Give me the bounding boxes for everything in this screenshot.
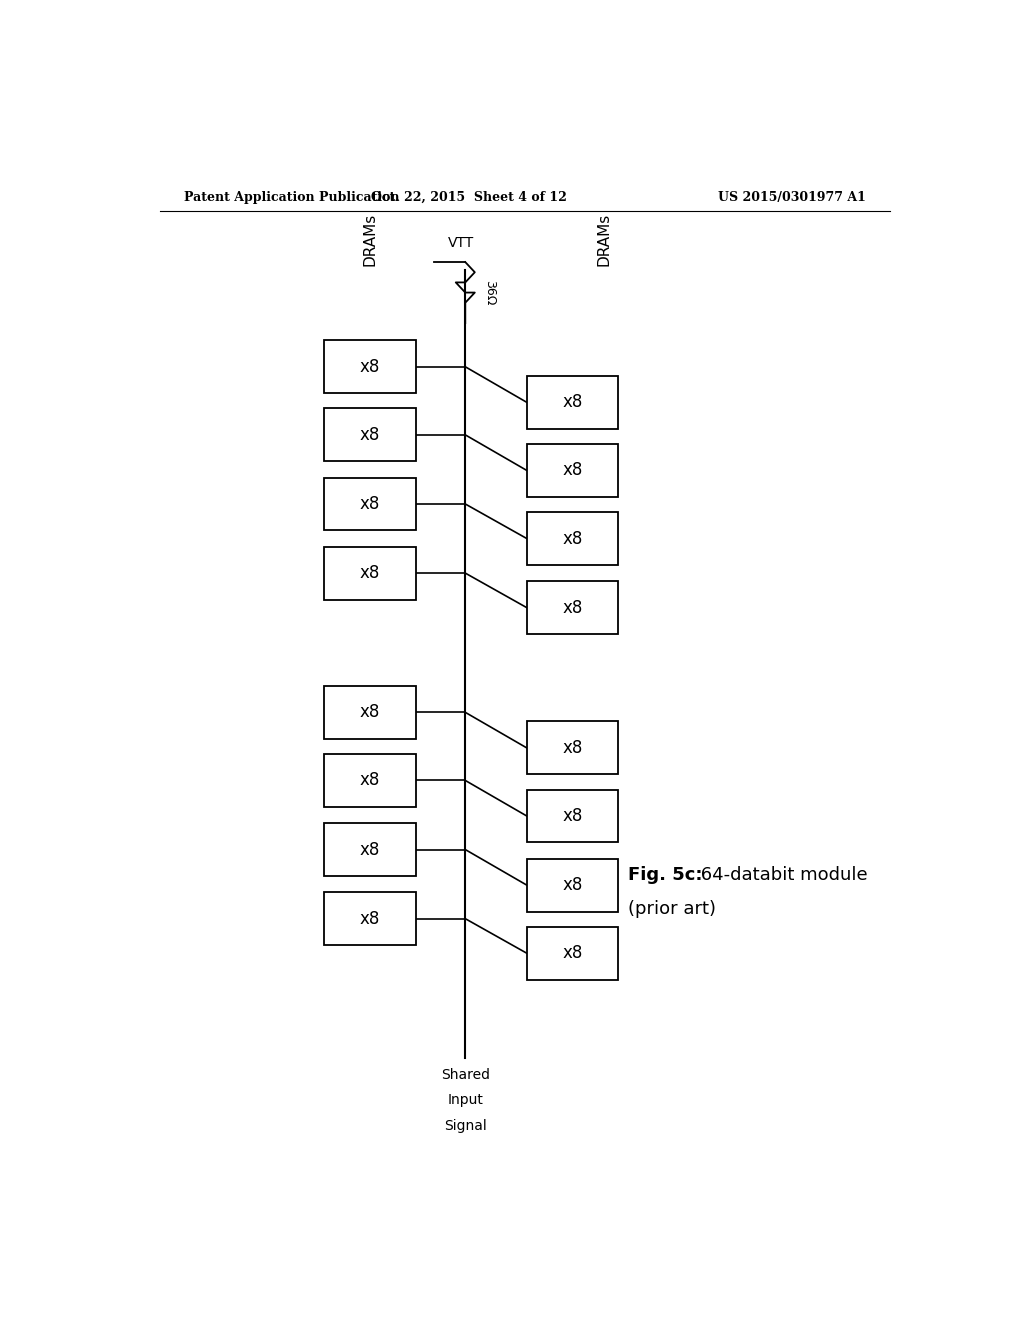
Text: DRAMs: DRAMs	[362, 213, 378, 267]
Bar	[526, 789, 618, 842]
Text: US 2015/0301977 A1: US 2015/0301977 A1	[718, 190, 866, 203]
Text: x8: x8	[359, 909, 380, 928]
Text: x8: x8	[359, 704, 380, 721]
Bar	[325, 341, 416, 393]
Bar	[526, 444, 618, 496]
Text: x8: x8	[359, 564, 380, 582]
Text: 36Ω: 36Ω	[482, 280, 496, 305]
Text: Shared: Shared	[440, 1068, 489, 1082]
Bar	[325, 546, 416, 599]
Text: x8: x8	[359, 426, 380, 444]
Text: 64-databit module: 64-databit module	[695, 866, 868, 884]
Text: Input: Input	[447, 1093, 483, 1107]
Text: x8: x8	[359, 841, 380, 858]
Text: x8: x8	[562, 739, 583, 756]
Text: Oct. 22, 2015  Sheet 4 of 12: Oct. 22, 2015 Sheet 4 of 12	[372, 190, 567, 203]
Bar	[325, 754, 416, 807]
Bar	[526, 376, 618, 429]
Bar	[526, 512, 618, 565]
Text: DRAMs: DRAMs	[597, 213, 611, 267]
Bar	[325, 824, 416, 876]
Bar	[526, 722, 618, 775]
Text: VTT: VTT	[449, 236, 474, 249]
Bar	[325, 892, 416, 945]
Text: (prior art): (prior art)	[628, 899, 716, 917]
Bar	[325, 408, 416, 461]
Text: x8: x8	[359, 495, 380, 513]
Text: x8: x8	[359, 358, 380, 376]
Text: Fig. 5c:: Fig. 5c:	[628, 866, 702, 884]
Bar	[325, 686, 416, 739]
Text: x8: x8	[562, 393, 583, 412]
Bar	[325, 478, 416, 531]
Text: x8: x8	[562, 462, 583, 479]
Bar	[526, 859, 618, 912]
Text: x8: x8	[562, 807, 583, 825]
Text: x8: x8	[562, 876, 583, 894]
Text: x8: x8	[562, 599, 583, 616]
Text: Signal: Signal	[444, 1119, 486, 1133]
Text: x8: x8	[562, 944, 583, 962]
Bar	[526, 927, 618, 979]
Text: x8: x8	[359, 771, 380, 789]
Text: Patent Application Publication: Patent Application Publication	[183, 190, 399, 203]
Text: x8: x8	[562, 529, 583, 548]
Bar	[526, 581, 618, 634]
